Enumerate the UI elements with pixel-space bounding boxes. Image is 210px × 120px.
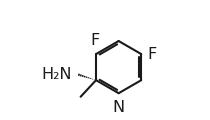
- Text: F: F: [148, 47, 157, 62]
- Text: N: N: [113, 100, 125, 115]
- Text: F: F: [90, 33, 100, 48]
- Text: H₂N: H₂N: [42, 67, 72, 82]
